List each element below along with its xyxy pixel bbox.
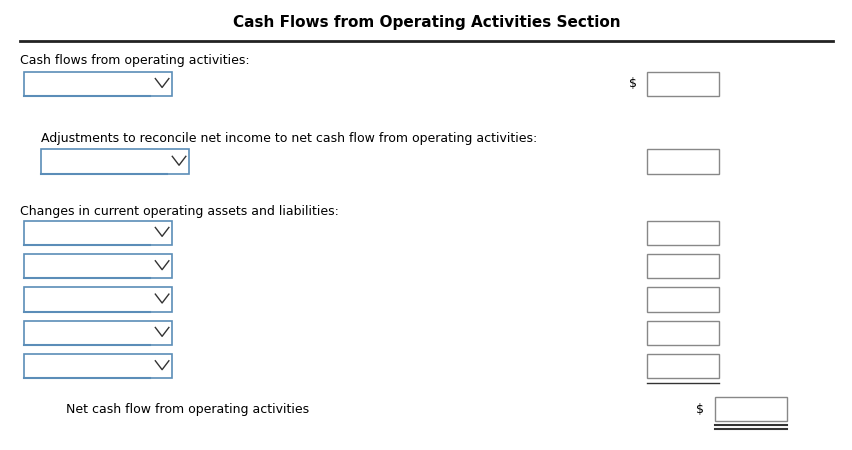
FancyBboxPatch shape bbox=[646, 287, 718, 312]
FancyBboxPatch shape bbox=[24, 220, 172, 245]
FancyBboxPatch shape bbox=[646, 149, 718, 174]
Text: Net cash flow from operating activities: Net cash flow from operating activities bbox=[66, 403, 309, 416]
Text: $: $ bbox=[628, 77, 636, 90]
FancyBboxPatch shape bbox=[646, 254, 718, 279]
FancyBboxPatch shape bbox=[24, 354, 172, 378]
Text: Changes in current operating assets and liabilities:: Changes in current operating assets and … bbox=[20, 205, 338, 218]
FancyBboxPatch shape bbox=[24, 254, 172, 279]
Text: $: $ bbox=[695, 403, 704, 416]
FancyBboxPatch shape bbox=[646, 72, 718, 96]
Text: Cash flows from operating activities:: Cash flows from operating activities: bbox=[20, 54, 249, 67]
FancyBboxPatch shape bbox=[646, 320, 718, 345]
FancyBboxPatch shape bbox=[646, 220, 718, 245]
FancyBboxPatch shape bbox=[24, 287, 172, 312]
Text: Cash Flows from Operating Activities Section: Cash Flows from Operating Activities Sec… bbox=[233, 15, 619, 30]
Text: Adjustments to reconcile net income to net cash flow from operating activities:: Adjustments to reconcile net income to n… bbox=[41, 132, 537, 145]
FancyBboxPatch shape bbox=[41, 149, 189, 174]
FancyBboxPatch shape bbox=[24, 320, 172, 345]
FancyBboxPatch shape bbox=[24, 72, 172, 96]
FancyBboxPatch shape bbox=[714, 397, 786, 422]
FancyBboxPatch shape bbox=[646, 354, 718, 378]
